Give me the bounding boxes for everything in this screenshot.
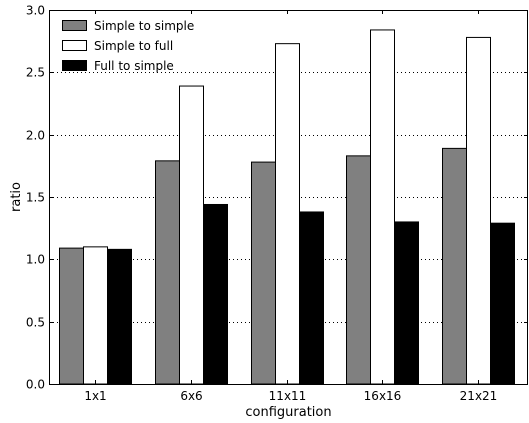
legend-swatch xyxy=(62,60,87,71)
x-tick-label: 6x6 xyxy=(180,389,202,403)
bar-simple-to-simple-16x16 xyxy=(346,155,371,385)
bar-simple-to-full-1x1 xyxy=(83,246,108,385)
bar-simple-to-simple-11x11 xyxy=(251,161,276,385)
x-tick-label: 21x21 xyxy=(460,389,498,403)
bar-full-to-simple-6x6 xyxy=(203,203,228,385)
bars xyxy=(59,29,515,385)
y-axis-label: ratio xyxy=(9,182,24,212)
y-tick-label: 2.5 xyxy=(26,66,45,80)
legend: Simple to simple Simple to full Full to si… xyxy=(62,19,194,73)
bar-simple-to-simple-6x6 xyxy=(155,160,180,385)
y-tick-label: 0.5 xyxy=(26,316,45,330)
x-axis-ticks: 1x1 6x6 11x11 16x16 21x21 xyxy=(84,10,497,403)
bar-full-to-simple-21x21 xyxy=(490,222,515,385)
bar-full-to-simple-11x11 xyxy=(299,211,324,385)
y-tick-label: 0.0 xyxy=(26,378,45,392)
bar-simple-to-full-21x21 xyxy=(466,36,491,385)
legend-swatch xyxy=(62,20,87,31)
bar-simple-to-full-11x11 xyxy=(275,43,300,385)
y-tick-label: 1.0 xyxy=(26,253,45,267)
x-axis-label: configuration xyxy=(245,405,331,420)
bar-simple-to-full-16x16 xyxy=(370,29,395,385)
y-axis-ticks: 0.0 0.5 1.0 1.5 2.0 2.5 3.0 xyxy=(26,4,528,392)
legend-label: Simple to simple xyxy=(94,19,194,33)
bar-simple-to-simple-21x21 xyxy=(442,147,467,385)
x-tick-label: 16x16 xyxy=(364,389,402,403)
x-tick-label: 1x1 xyxy=(84,389,106,403)
bar-full-to-simple-1x1 xyxy=(107,248,132,385)
legend-label: Simple to full xyxy=(94,39,173,53)
bar-full-to-simple-16x16 xyxy=(394,221,419,385)
x-tick-label: 11x11 xyxy=(269,389,307,403)
y-tick-label: 2.0 xyxy=(26,129,45,143)
bar-simple-to-full-6x6 xyxy=(179,85,204,385)
y-tick-label: 3.0 xyxy=(26,4,45,18)
bar-simple-to-simple-1x1 xyxy=(59,247,84,385)
legend-swatch xyxy=(62,40,87,51)
y-tick-label: 1.5 xyxy=(26,191,45,205)
legend-label: Full to simple xyxy=(94,59,174,73)
